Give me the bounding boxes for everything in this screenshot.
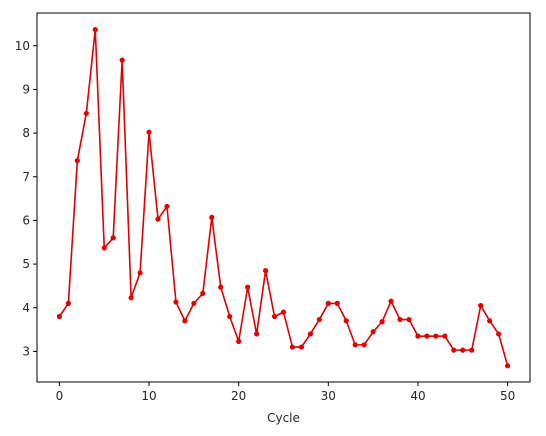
data-point <box>451 347 457 353</box>
y-axis-ticks: 3 4 5 6 7 8 9 10 <box>15 39 37 358</box>
data-point <box>316 316 322 323</box>
y-tick-label: 4 <box>22 301 30 315</box>
x-tick-label: 40 <box>410 389 425 403</box>
data-point <box>92 26 98 33</box>
data-point <box>227 313 233 320</box>
data-point <box>146 129 152 135</box>
x-tick-label: 50 <box>500 389 515 403</box>
x-axis-label: Cycle <box>267 411 300 425</box>
data-point <box>487 318 493 324</box>
data-point <box>56 313 63 320</box>
x-tick-label: 10 <box>141 389 156 403</box>
y-tick-label: 9 <box>22 82 30 96</box>
data-point <box>352 342 358 348</box>
data-point <box>236 338 242 344</box>
x-tick-label: 30 <box>321 389 336 403</box>
data-point <box>424 333 430 339</box>
y-tick-label: 10 <box>15 39 30 53</box>
data-point <box>83 110 89 117</box>
data-point <box>254 331 260 337</box>
data-point <box>406 316 412 323</box>
y-tick-label: 8 <box>22 126 30 140</box>
data-point <box>218 284 224 290</box>
data-point <box>74 158 80 164</box>
data-point <box>65 300 71 306</box>
data-point <box>334 300 340 306</box>
data-point <box>110 235 116 241</box>
data-point <box>325 300 331 306</box>
data-point <box>298 344 305 350</box>
data-point <box>370 329 376 335</box>
data-point <box>280 309 287 315</box>
data-point <box>209 214 215 220</box>
data-point <box>460 347 466 353</box>
data-point <box>433 333 439 339</box>
data-point <box>262 268 269 274</box>
data-point <box>307 331 313 337</box>
data-point <box>361 342 367 348</box>
y-tick-label: 3 <box>22 344 30 358</box>
plot-area <box>56 26 511 369</box>
data-point <box>397 316 403 323</box>
data-point <box>137 270 143 276</box>
data-point <box>173 299 179 305</box>
x-tick-label: 20 <box>231 389 246 403</box>
y-tick-label: 6 <box>22 213 30 227</box>
data-point <box>496 331 502 337</box>
data-point <box>155 216 161 222</box>
data-point <box>164 203 170 210</box>
data-point <box>101 245 107 251</box>
data-point <box>119 57 125 63</box>
data-point <box>191 300 197 306</box>
data-point <box>245 284 251 290</box>
data-point <box>200 290 206 296</box>
data-point <box>343 318 349 324</box>
data-point <box>504 363 511 369</box>
y-tick-label: 5 <box>22 257 30 271</box>
x-axis-ticks: 0 10 20 30 40 50 <box>56 382 515 403</box>
data-point <box>415 333 421 339</box>
axes-frame <box>36 12 531 383</box>
data-point <box>379 319 385 325</box>
data-point <box>442 333 448 339</box>
data-point <box>271 313 278 320</box>
data-point <box>388 298 394 304</box>
data-point <box>469 347 475 353</box>
data-point <box>478 302 484 309</box>
data-point <box>128 295 134 301</box>
x-tick-label: 0 <box>56 389 64 403</box>
data-point <box>289 344 296 350</box>
y-tick-label: 7 <box>22 170 30 184</box>
data-point <box>182 318 188 324</box>
